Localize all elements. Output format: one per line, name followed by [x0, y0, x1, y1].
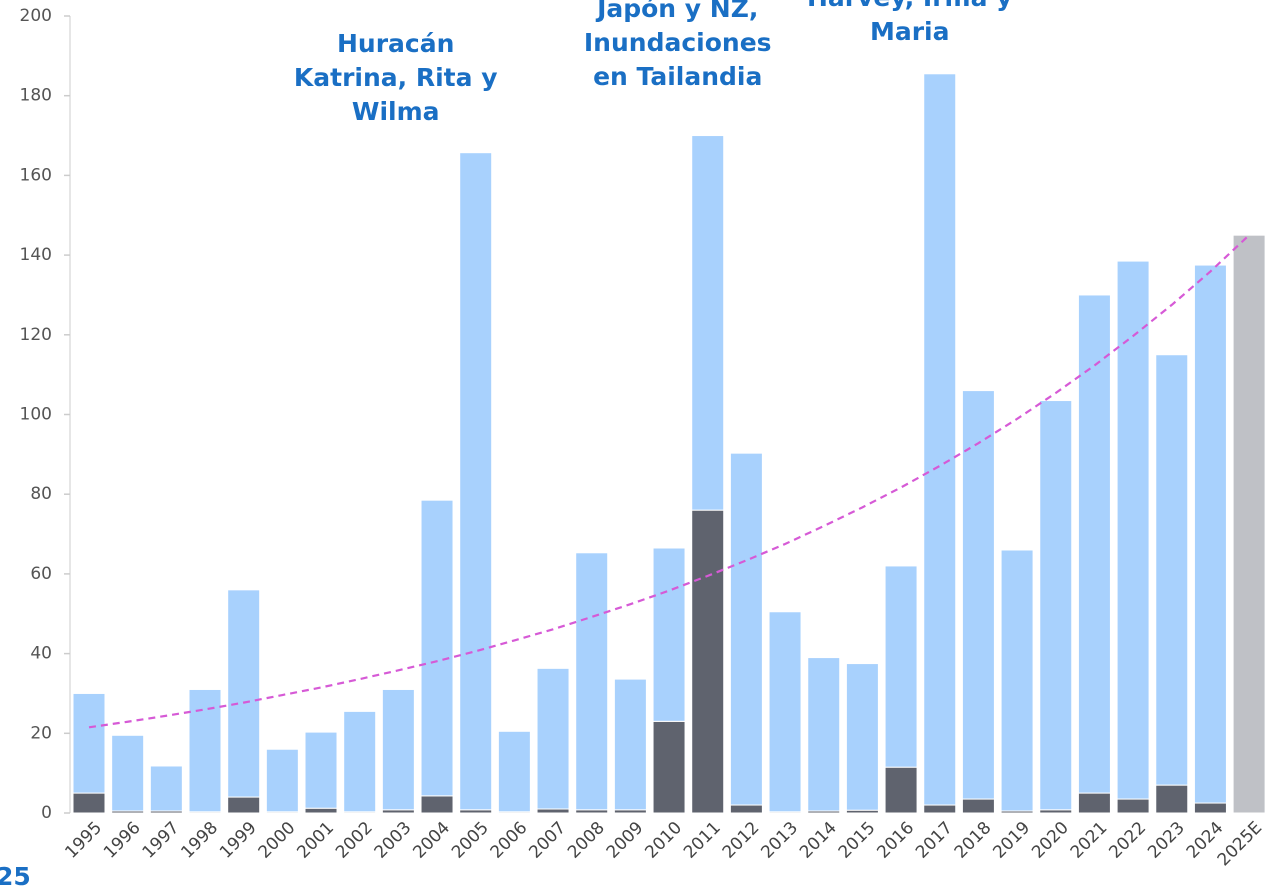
trend-line: [88, 234, 1250, 729]
y-tick-label: 120: [20, 325, 52, 345]
bar-segment: [188, 688, 222, 813]
annotation: Huracán: [337, 29, 454, 58]
x-tick-label: 2001: [293, 818, 338, 863]
bar-segment: [381, 688, 415, 811]
x-tick-label: 2008: [564, 818, 609, 863]
x-tick-label: 2012: [719, 818, 764, 863]
bar-segment: [807, 657, 841, 812]
bar-segment: [343, 710, 377, 813]
x-tick-label: 2022: [1105, 818, 1150, 863]
bar-segment: [729, 452, 763, 806]
bar-segment: [111, 734, 145, 812]
bar-segment: [1116, 260, 1150, 800]
x-tick-label: 1996: [100, 818, 145, 863]
bar-segment: [1077, 294, 1111, 794]
annotation: Japón y NZ,: [595, 0, 758, 23]
bar-segment: [459, 152, 493, 811]
bar-segment: [1077, 792, 1111, 814]
bar-segment: [1193, 802, 1227, 814]
x-tick-label: 2011: [680, 818, 725, 863]
bar-segment: [227, 589, 261, 798]
annotation: en Tailandia: [593, 62, 762, 91]
y-tick-label: 180: [20, 86, 52, 106]
bar-segment: [691, 135, 725, 511]
bar-segment: [72, 692, 106, 794]
bar-segment: [652, 547, 686, 722]
bar-segment: [227, 796, 261, 814]
x-tick-label: 2023: [1144, 818, 1189, 863]
bar-segment: [1039, 400, 1073, 811]
y-tick-label: 160: [20, 165, 52, 185]
x-tick-label: 2017: [912, 818, 957, 863]
y-tick-label: 20: [30, 723, 52, 743]
bar-segment: [923, 73, 957, 806]
bar-segment: [1116, 798, 1150, 814]
bar-segment: [729, 804, 763, 814]
y-tick-label: 100: [20, 405, 52, 425]
footer-text: 25: [0, 862, 31, 891]
x-tick-label: 1997: [139, 818, 184, 863]
bar-segment: [613, 678, 647, 811]
annotation: Inundaciones: [584, 28, 772, 57]
annotation: Wilma: [352, 97, 440, 126]
x-tick-label: 1995: [61, 818, 106, 863]
annotation: Maria: [870, 17, 950, 46]
y-tick-label: 80: [30, 484, 52, 504]
bar-segment: [652, 720, 686, 814]
bar-segment: [884, 565, 918, 768]
y-tick-label: 200: [20, 6, 52, 26]
x-tick-label: 2014: [796, 818, 841, 863]
bar-segment: [420, 499, 454, 797]
x-tick-label: 2002: [332, 818, 377, 863]
y-tick-label: 0: [41, 803, 52, 823]
bar-segment: [1193, 264, 1227, 804]
y-tick-label: 140: [20, 245, 52, 265]
x-tick-label: 2013: [757, 818, 802, 863]
bar-segment: [768, 611, 802, 813]
bar-segment: [72, 792, 106, 814]
bar-segment: [1000, 549, 1034, 812]
x-tick-label: 2006: [487, 818, 532, 863]
x-tick-label: 2015: [835, 818, 880, 863]
x-tick-label: 2000: [255, 818, 300, 863]
x-tick-label: 2021: [1067, 818, 1112, 863]
bar-segment: [1232, 234, 1266, 814]
bar-segment: [923, 804, 957, 814]
annotation: Katrina, Rita y: [294, 63, 498, 92]
bar-segment: [961, 390, 995, 800]
x-tick-label: 2007: [525, 818, 570, 863]
bar-segment: [691, 509, 725, 814]
bar-segment: [265, 748, 299, 813]
x-tick-label: 2005: [448, 818, 493, 863]
bar-segment: [1155, 354, 1189, 786]
x-tick-label: 2020: [1028, 818, 1073, 863]
bar-segment: [961, 798, 995, 814]
annotation: Harvey, Irma y: [807, 0, 1012, 12]
x-tick-label: 2010: [641, 818, 686, 863]
bar-segment: [304, 807, 338, 814]
bar-segment: [149, 765, 183, 812]
x-tick-label: 2009: [603, 818, 648, 863]
bar-segment: [1155, 784, 1189, 814]
x-tick-label: 1998: [177, 818, 222, 863]
y-tick-label: 60: [30, 564, 52, 584]
x-tick-label: 2018: [951, 818, 996, 863]
bar-segment: [845, 663, 879, 811]
bar-segment: [536, 667, 570, 810]
x-tick-label: 2004: [409, 818, 454, 863]
x-tick-label: 2025E: [1214, 818, 1266, 870]
bar-segment: [497, 730, 531, 813]
x-tick-label: 2016: [873, 818, 918, 863]
y-tick-label: 40: [30, 644, 52, 664]
bar-segment: [304, 731, 338, 809]
bar-segment: [575, 552, 609, 811]
bar-segment: [420, 795, 454, 814]
x-tick-label: 2003: [371, 818, 416, 863]
bar-segment: [884, 766, 918, 814]
bar-segment: [536, 808, 570, 814]
x-tick-label: 1999: [216, 818, 261, 863]
x-tick-label: 2019: [989, 818, 1034, 863]
